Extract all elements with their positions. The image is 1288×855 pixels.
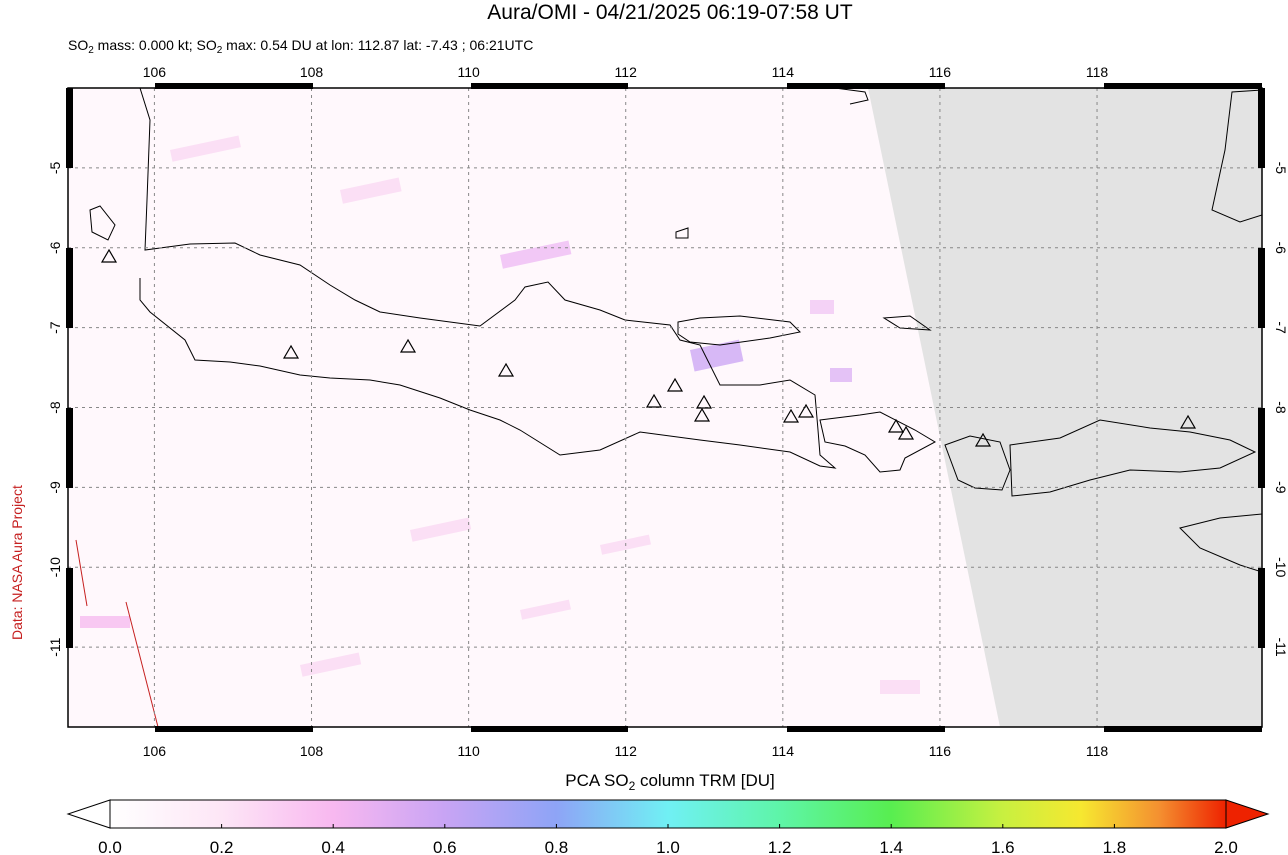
x-tick-label: 112 bbox=[615, 743, 638, 759]
colorbar-label-part: column TRM [DU] bbox=[635, 771, 775, 790]
y-tick-label: -10 bbox=[47, 557, 63, 577]
y-tick-label: -7 bbox=[47, 321, 63, 334]
colorbar-tick-label: 1.4 bbox=[879, 838, 903, 855]
x-tick-label: 114 bbox=[772, 743, 795, 759]
volcanoes bbox=[100, 248, 1197, 447]
colorbar-tick-label: 1.0 bbox=[656, 838, 680, 855]
subtitle-sub: 2 bbox=[88, 45, 94, 56]
colorbar-tick-label: 0.0 bbox=[98, 838, 122, 855]
y-tick-label: -11 bbox=[47, 637, 63, 656]
y-tick-label: -9 bbox=[47, 481, 63, 494]
x-tick-label: 106 bbox=[143, 64, 167, 80]
colorbar-ticks: 0.0 0.2 0.4 0.6 0.8 1.0 1.2 1.4 1.6 1.8 2.0 bbox=[98, 824, 1238, 855]
colorbar-tick-label: 0.2 bbox=[210, 838, 234, 855]
colorbar-tick-label: 2.0 bbox=[1214, 838, 1238, 855]
colorbar bbox=[109, 799, 1227, 829]
colorbar-tick-label: 1.2 bbox=[768, 838, 792, 855]
axis-labels: 106 106 108 108 110 110 112 112 114 114 116 116 118 1… bbox=[47, 64, 1288, 759]
y-tick-label: -6 bbox=[1273, 242, 1288, 255]
subtitle-part: mass: 0.000 kt; SO bbox=[94, 37, 217, 53]
colorbar-label: PCA SO2 column TRM [DU] bbox=[565, 771, 775, 793]
y-tick-label: -6 bbox=[47, 241, 63, 254]
colorbar-over bbox=[1225, 799, 1270, 829]
y-tick-label: -11 bbox=[1273, 638, 1288, 657]
colorbar-label-sub: 2 bbox=[629, 779, 636, 793]
x-tick-label: 118 bbox=[1086, 64, 1109, 80]
x-tick-label: 110 bbox=[457, 64, 480, 80]
credit: Data: NASA Aura Project bbox=[9, 485, 25, 640]
colorbar-label-part: PCA SO bbox=[565, 771, 628, 790]
colorbar-tick-label: 0.6 bbox=[433, 838, 457, 855]
colorbar-tick-label: 0.4 bbox=[321, 838, 345, 855]
y-tick-label: -8 bbox=[1273, 401, 1288, 414]
y-tick-label: -9 bbox=[1273, 481, 1288, 494]
y-tick-label: -8 bbox=[47, 401, 63, 414]
x-tick-label: 116 bbox=[929, 743, 952, 759]
colorbar-tick-label: 0.8 bbox=[545, 838, 569, 855]
x-tick-label: 114 bbox=[772, 64, 795, 80]
x-tick-label: 108 bbox=[300, 64, 324, 80]
x-tick-label: 108 bbox=[300, 743, 324, 759]
x-tick-label: 118 bbox=[1086, 743, 1109, 759]
coastlines bbox=[89, 88, 1262, 573]
subtitle: SO2 mass: 0.000 kt; SO2 max: 0.54 DU at … bbox=[68, 37, 533, 56]
x-tick-label: 112 bbox=[615, 64, 638, 80]
x-tick-label: 116 bbox=[929, 64, 952, 80]
subtitle-sub: 2 bbox=[217, 45, 223, 56]
title: Aura/OMI - 04/21/2025 06:19-07:58 UT bbox=[487, 1, 853, 24]
subtitle-part: SO bbox=[68, 37, 88, 53]
y-tick-label: -10 bbox=[1273, 557, 1288, 577]
colorbar-under bbox=[66, 799, 111, 829]
y-tick-label: -5 bbox=[1273, 162, 1288, 175]
x-tick-label: 110 bbox=[457, 743, 480, 759]
colorbar-tick-label: 1.6 bbox=[991, 838, 1015, 855]
map-area bbox=[68, 88, 1262, 727]
y-tick-label: -5 bbox=[47, 161, 63, 174]
map-frame bbox=[66, 83, 1265, 732]
x-tick-label: 106 bbox=[143, 743, 167, 759]
colorbar-tick-label: 1.8 bbox=[1103, 838, 1127, 855]
y-tick-label: -7 bbox=[1273, 321, 1288, 334]
orbit-edge bbox=[75, 539, 159, 727]
grid bbox=[68, 88, 1262, 727]
subtitle-part: max: 0.54 DU at lon: 112.87 lat: -7.43 ;… bbox=[222, 37, 533, 53]
